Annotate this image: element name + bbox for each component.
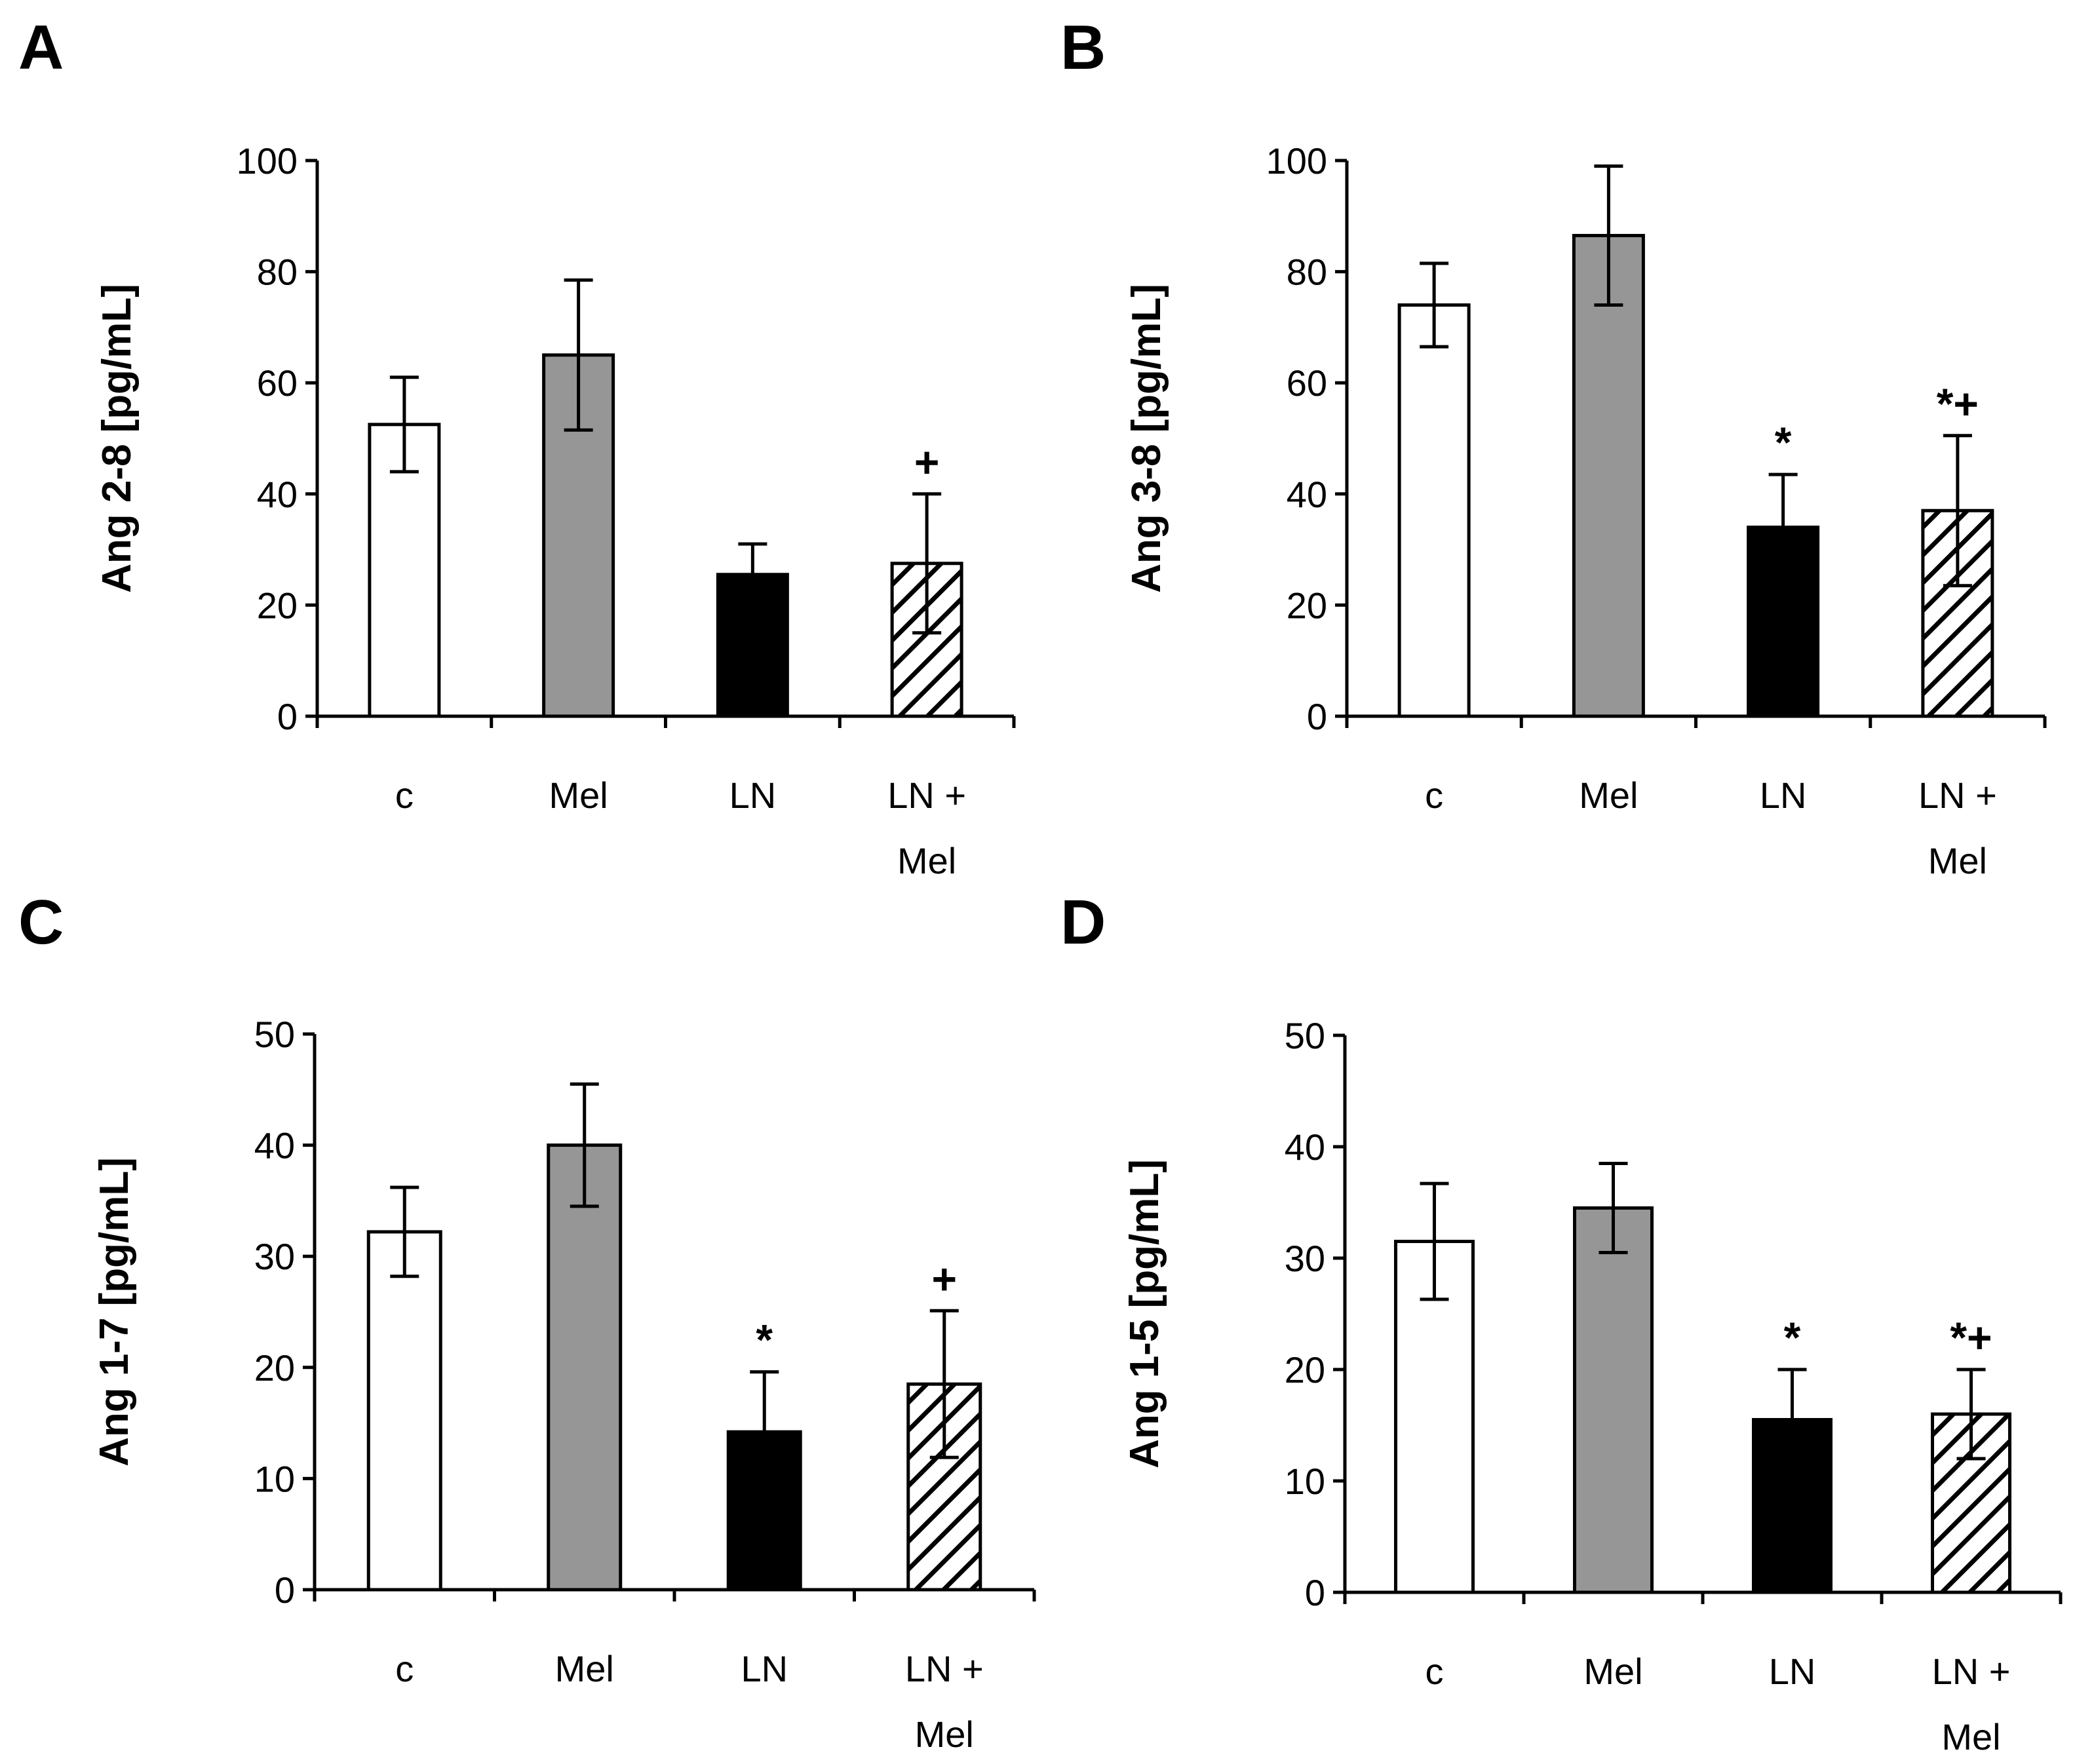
panel-letter: D — [1060, 887, 1106, 957]
y-tick-label: 40 — [1287, 474, 1327, 515]
x-category-label: LN + — [887, 775, 966, 816]
y-tick-label: 40 — [1285, 1126, 1325, 1168]
panel-letter: A — [18, 12, 64, 83]
y-tick-label: 10 — [254, 1458, 295, 1499]
y-tick-label: 10 — [1285, 1461, 1325, 1502]
bar-mel — [547, 1143, 623, 1592]
error-bar — [389, 375, 419, 474]
x-category-label: Mel — [897, 840, 956, 881]
panel-letter: B — [1060, 12, 1106, 83]
x-category-label: LN + — [1918, 775, 1997, 816]
x-category-label: LN — [729, 775, 777, 816]
bar-mel — [1572, 233, 1645, 718]
bar-c — [366, 1230, 442, 1592]
y-tick-label: 0 — [1307, 696, 1327, 737]
error-bar — [1594, 164, 1623, 307]
x-category-label: LN — [1760, 775, 1807, 816]
x-category-label: c — [395, 1648, 414, 1689]
y-tick-label: 20 — [1287, 585, 1327, 626]
bar-c — [1397, 303, 1471, 718]
x-category-label: Mel — [549, 775, 608, 816]
x-category-label: LN — [1769, 1651, 1816, 1692]
x-category-label: Mel — [1583, 1651, 1642, 1692]
y-tick-label: 20 — [254, 1347, 295, 1389]
y-axis-title: Ang 2-8 [pg/mL] — [94, 284, 140, 593]
x-category-label: Mel — [1941, 1716, 2000, 1757]
panel-letter: C — [18, 887, 64, 957]
y-tick-label: 60 — [257, 362, 298, 404]
error-bar — [570, 1082, 599, 1208]
panel-D: D Ang 1-5 [pg/mL] 0 10 20 30 40 50 c Mel * LN *+ LN +… — [1060, 887, 2063, 1757]
error-bar — [929, 1309, 959, 1459]
y-tick-label: 50 — [1285, 1015, 1325, 1056]
x-category-label: c — [1425, 1651, 1444, 1692]
panel-B: B Ang 3-8 [pg/mL] 0 20 40 60 80 100 c Mel * LN *+ LN … — [1060, 12, 2047, 881]
error-bar — [912, 492, 942, 635]
significance-mark: * — [1784, 1313, 1801, 1362]
x-category-label: c — [1425, 775, 1443, 816]
y-tick-label: 100 — [237, 140, 298, 182]
x-category-label: LN + — [905, 1648, 984, 1689]
bar-c — [368, 423, 441, 718]
y-tick-label: 0 — [275, 1569, 295, 1611]
error-bar — [1943, 434, 1972, 588]
bar-mel — [1573, 1206, 1654, 1594]
y-tick-label: 80 — [1287, 252, 1327, 293]
y-tick-label: 100 — [1266, 140, 1327, 182]
error-bar — [1420, 261, 1449, 349]
y-axis-title: Ang 3-8 [pg/mL] — [1124, 284, 1169, 593]
error-bar — [1420, 1181, 1449, 1301]
error-bar — [1768, 472, 1798, 582]
y-axis-title: Ang 1-7 [pg/mL] — [92, 1157, 137, 1467]
y-tick-label: 80 — [257, 252, 298, 293]
y-tick-label: 0 — [277, 696, 298, 737]
y-tick-label: 40 — [254, 1125, 295, 1166]
error-bar — [390, 1185, 419, 1278]
y-tick-label: 30 — [1285, 1238, 1325, 1279]
error-bar — [738, 542, 767, 607]
x-category-label: Mel — [915, 1714, 974, 1755]
y-axis-title: Ang 1-5 [pg/mL] — [1122, 1159, 1167, 1468]
x-category-label: c — [395, 775, 414, 816]
y-tick-label: 20 — [1285, 1349, 1325, 1390]
significance-mark: * — [1775, 418, 1792, 467]
y-tick-label: 60 — [1287, 362, 1327, 404]
error-bar — [564, 278, 593, 432]
panel-A: A Ang 2-8 [pg/mL] 0 20 40 60 80 100 c Mel LN + LN + M… — [18, 12, 1016, 881]
x-category-label: LN — [741, 1648, 788, 1689]
significance-mark: + — [931, 1254, 957, 1303]
significance-mark: * — [756, 1316, 773, 1364]
y-tick-label: 20 — [257, 585, 298, 626]
x-category-label: Mel — [555, 1648, 614, 1689]
significance-mark: + — [914, 438, 940, 486]
x-category-label: LN + — [1932, 1651, 2011, 1692]
y-tick-label: 30 — [254, 1236, 295, 1277]
x-category-label: Mel — [1579, 775, 1638, 816]
y-tick-label: 40 — [257, 474, 298, 515]
panel-C: C Ang 1-7 [pg/mL] 0 10 20 30 40 50 c Mel * LN + LN + M… — [18, 887, 1036, 1755]
error-bar — [1599, 1162, 1628, 1254]
significance-mark: *+ — [1937, 379, 1979, 428]
error-bar — [1777, 1368, 1807, 1472]
error-bar — [750, 1370, 779, 1494]
y-tick-label: 50 — [254, 1014, 295, 1055]
significance-mark: *+ — [1950, 1313, 1992, 1362]
error-bar — [1956, 1368, 1986, 1461]
x-category-label: Mel — [1928, 840, 1987, 881]
y-tick-label: 0 — [1305, 1572, 1325, 1613]
